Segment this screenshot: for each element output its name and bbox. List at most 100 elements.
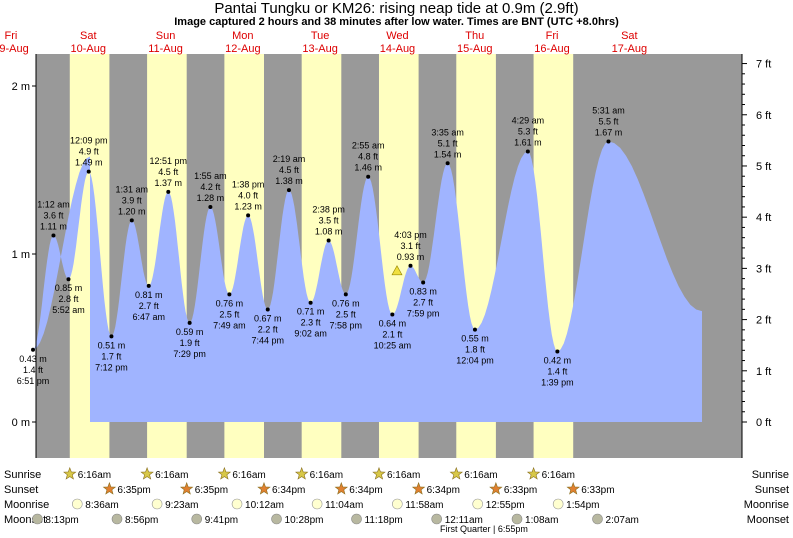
extreme-m-label: 0.42 m: [544, 355, 572, 365]
extreme-time-label: 1:31 am: [116, 184, 149, 194]
extreme-point: [109, 334, 114, 339]
extreme-time-label: 7:49 am: [213, 320, 246, 330]
extreme-m-label: 0.51 m: [98, 340, 126, 350]
day-date-label: 10-Aug: [71, 43, 106, 55]
extreme-point: [31, 347, 36, 352]
extreme-point: [227, 292, 232, 297]
extreme-point: [308, 300, 313, 305]
extreme-m-label: 1.37 m: [155, 178, 183, 188]
extreme-point: [445, 161, 450, 166]
left-tick-label: 2 m: [12, 81, 30, 93]
extreme-time-label: 6:51 pm: [17, 376, 50, 386]
extreme-time-label: 4:29 am: [512, 116, 545, 126]
sunrise-time: 6:16am: [78, 470, 111, 481]
extreme-point: [408, 263, 413, 268]
extreme-time-label: 2:38 pm: [312, 205, 345, 215]
extreme-m-label: 1.23 m: [234, 201, 262, 211]
extreme-ft-label: 2.7 ft: [413, 298, 434, 308]
sunrise-icon: [526, 466, 541, 480]
extreme-point: [208, 204, 213, 209]
day-date-label: 13-Aug: [302, 43, 337, 55]
extreme-ft-label: 1.9 ft: [180, 338, 201, 348]
extreme-time-label: 1:38 pm: [232, 179, 265, 189]
right-tick-label: 7 ft: [756, 59, 771, 71]
extreme-time-label: 7:12 pm: [95, 362, 128, 372]
extreme-m-label: 0.76 m: [216, 298, 244, 308]
extreme-point: [555, 349, 560, 354]
sunset-icon: [179, 481, 194, 495]
day-date-label: 17-Aug: [612, 43, 647, 55]
extreme-ft-label: 5.3 ft: [518, 127, 539, 137]
day-name-label: Mon: [232, 30, 253, 42]
extreme-ft-label: 5.5 ft: [598, 116, 619, 126]
sunset-icon: [566, 481, 580, 495]
extreme-point: [606, 139, 611, 144]
extreme-m-label: 1.08 m: [315, 227, 343, 237]
extreme-time-label: 12:04 pm: [456, 356, 494, 366]
extreme-m-label: 0.93 m: [397, 252, 425, 262]
day-date-label: 11-Aug: [148, 43, 183, 55]
extreme-point: [51, 233, 56, 238]
tide-area: [33, 141, 702, 422]
extreme-time-label: 5:52 am: [52, 305, 85, 315]
extreme-m-label: 1.49 m: [75, 158, 103, 168]
day-name-label: Sun: [156, 30, 176, 42]
row-label-right: Sunrise: [752, 469, 789, 481]
extreme-time-label: 5:31 am: [592, 105, 625, 115]
sunrise-icon: [372, 466, 386, 480]
extreme-m-label: 1.28 m: [197, 193, 225, 203]
extreme-time-label: 7:29 pm: [173, 349, 206, 359]
extreme-ft-label: 4.5 ft: [158, 167, 179, 177]
extreme-ft-label: 3.1 ft: [400, 241, 421, 251]
row-label-right: Moonset: [747, 514, 789, 526]
extreme-m-label: 1.46 m: [354, 163, 382, 173]
extreme-time-label: 7:59 pm: [407, 309, 440, 319]
moonset-time: 10:28pm: [285, 515, 324, 526]
moonset-icon: [351, 513, 362, 525]
sunset-time: 6:34pm: [272, 485, 305, 496]
sunrise-time: 6:16am: [464, 470, 497, 481]
moonrise-time: 9:23am: [165, 500, 198, 511]
moonrise-icon: [392, 498, 403, 510]
sunset-time: 6:34pm: [427, 485, 460, 496]
moonrise-icon: [151, 498, 163, 510]
extreme-m-label: 0.64 m: [379, 318, 407, 328]
right-tick-label: 2 ft: [756, 315, 771, 327]
sunrise-icon: [294, 466, 309, 480]
extreme-ft-label: 2.7 ft: [139, 301, 160, 311]
extreme-point: [265, 307, 270, 312]
current-tide-marker: [391, 265, 403, 276]
extreme-ft-label: 3.9 ft: [122, 195, 143, 205]
day-name-label: Thu: [465, 30, 484, 42]
row-label-right: Moonrise: [744, 499, 789, 511]
sunset-time: 6:34pm: [349, 485, 382, 496]
extreme-ft-label: 4.2 ft: [200, 182, 221, 192]
moonset-time: 12:11am: [445, 515, 483, 526]
day-date-label: 12-Aug: [225, 43, 260, 55]
extreme-ft-label: 3.5 ft: [319, 216, 340, 226]
extreme-point: [326, 238, 331, 243]
extreme-ft-label: 4.9 ft: [79, 147, 100, 157]
moonrise-time: 10:12am: [245, 500, 284, 511]
extreme-time-label: 2:19 am: [273, 154, 306, 164]
day-name-label: Tue: [311, 30, 330, 42]
chart-subtitle: Image captured 2 hours and 38 minutes af…: [174, 16, 619, 28]
sunrise-icon: [63, 466, 77, 480]
moonset-icon: [592, 513, 603, 525]
sunrise-time: 6:16am: [232, 470, 265, 481]
extreme-ft-label: 5.1 ft: [438, 138, 459, 148]
extreme-m-label: 0.83 m: [409, 287, 437, 297]
extreme-time-label: 1:39 pm: [541, 377, 574, 387]
chart-title: Pantai Tungku or KM26: rising neap tide …: [214, 0, 579, 17]
moonrise-time: 1:54pm: [566, 500, 599, 511]
moonrise-icon: [311, 498, 323, 510]
moonrise-icon: [231, 498, 243, 510]
day-name-label: Wed: [386, 30, 408, 42]
extreme-time-label: 2:55 am: [352, 141, 385, 151]
right-tick-label: 1 ft: [756, 366, 771, 378]
extreme-point: [472, 327, 477, 332]
row-label-left: Moonrise: [4, 499, 49, 511]
extreme-point: [286, 188, 291, 193]
extreme-m-label: 0.85 m: [55, 283, 83, 293]
left-tick-label: 0 m: [12, 417, 30, 429]
